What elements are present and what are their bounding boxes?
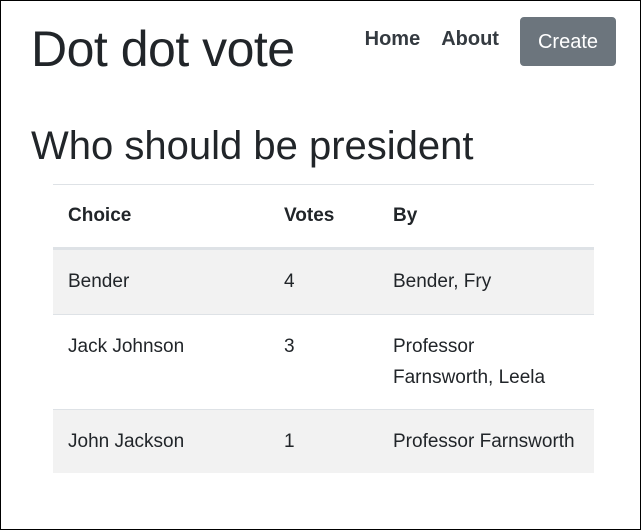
- create-button[interactable]: Create: [519, 17, 616, 66]
- column-header-by: By: [378, 184, 594, 250]
- column-header-choice: Choice: [53, 184, 269, 250]
- voters-cell: Professor Farnsworth: [378, 409, 594, 473]
- nav-link-home[interactable]: Home: [364, 28, 421, 50]
- choice-cell: Bender: [53, 248, 269, 315]
- table-body: Bender 4 Bender, Fry Jack Johnson 3 Prof…: [53, 248, 594, 473]
- voters-cell: Professor Farnsworth, Leela: [378, 314, 594, 410]
- site-header: Dot dot vote Home About Create: [1, 1, 640, 101]
- table-header: Choice Votes By: [53, 184, 594, 250]
- column-header-votes: Votes: [269, 184, 378, 250]
- table-row: Jack Johnson 3 Professor Farnsworth, Lee…: [53, 314, 594, 410]
- nav-link-about[interactable]: About: [441, 28, 499, 50]
- poll-title: Who should be president: [31, 124, 474, 168]
- choice-cell: Jack Johnson: [53, 314, 269, 410]
- votes-cell: 3: [269, 314, 378, 410]
- table-header-row: Choice Votes By: [53, 184, 594, 250]
- votes-cell: 4: [269, 248, 378, 315]
- voters-cell: Bender, Fry: [378, 248, 594, 315]
- choice-cell: John Jackson: [53, 409, 269, 473]
- votes-table: Choice Votes By Bender 4 Bender, Fry Jac…: [53, 184, 594, 473]
- table-row: John Jackson 1 Professor Farnsworth: [53, 409, 594, 473]
- site-title[interactable]: Dot dot vote: [31, 21, 295, 77]
- top-nav: Home About Create: [365, 17, 616, 66]
- votes-cell: 1: [269, 409, 378, 473]
- votes-table-container: Choice Votes By Bender 4 Bender, Fry Jac…: [53, 184, 594, 473]
- table-row: Bender 4 Bender, Fry: [53, 248, 594, 315]
